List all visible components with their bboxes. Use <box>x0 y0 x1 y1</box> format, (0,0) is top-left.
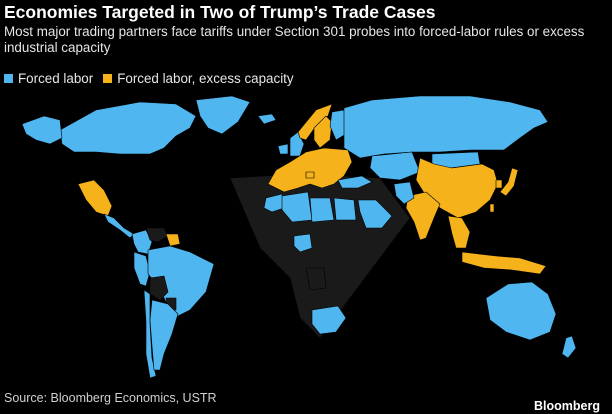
region-central-america: Central America <box>103 213 135 239</box>
region-libya: Libya <box>309 197 335 223</box>
region-guyana: Guyana <box>165 233 181 247</box>
world-map: CanadaAlaska Greenland MexicoCentral Ameri… <box>21 95 577 379</box>
region-russia: Russia <box>343 95 549 159</box>
legend-item-forced-labor: Forced labor <box>4 71 93 86</box>
region-nigeria: Nigeria <box>293 233 313 253</box>
bloomberg-logo: Bloomberg <box>534 399 600 413</box>
region-australia: Australia <box>485 281 557 341</box>
region-taiwan: Taiwan <box>489 203 495 213</box>
region-india: India <box>405 191 441 241</box>
chart-subtitle: Most major trading partners face tariffs… <box>4 24 585 55</box>
source-note: Source: Bloomberg Economics, USTR <box>4 391 217 405</box>
region-iceland: Iceland <box>257 113 277 125</box>
region-chile: Chile <box>143 289 157 379</box>
legend: Forced labor Forced labor, excess capaci… <box>4 70 304 86</box>
region-switzerland: Switzerland <box>305 171 315 179</box>
region-alaska: Alaska <box>21 115 63 145</box>
region-mexico: Mexico <box>77 179 113 217</box>
chart-title: Economies Targeted in Two of Trump’s Tra… <box>4 2 436 22</box>
region-venezuela: Venezuela <box>145 227 169 243</box>
region-new-zealand: New Zealand <box>561 335 577 359</box>
region-south-africa: South Africa <box>311 305 347 335</box>
legend-label-forced-labor-excess-capacity: Forced labor, excess capacity <box>117 70 294 86</box>
region-egypt: Egypt <box>333 197 357 221</box>
region-indonesia: Indonesia <box>461 251 547 275</box>
region-angola: Angola <box>305 267 327 291</box>
legend-swatch-forced-labor <box>4 73 13 83</box>
region-morocco: Morocco <box>263 193 285 213</box>
region-bolivia: Bolivia <box>149 275 169 301</box>
region-ireland: Ireland <box>277 143 289 155</box>
region-canada: Canada <box>59 101 197 155</box>
region-kazakhstan: Kazakhstan <box>369 151 421 181</box>
legend-label-forced-labor: Forced labor <box>18 70 94 86</box>
region-peru: Peru <box>133 251 151 287</box>
region-finland: Finland <box>329 109 347 141</box>
region-algeria: Algeria <box>281 191 313 223</box>
region-japan: Japan <box>499 167 519 197</box>
legend-item-forced-labor-excess-capacity: Forced labor, excess capacity <box>103 70 294 86</box>
region-argentina: Argentina <box>149 299 179 371</box>
region-pakistan: Pakistan <box>393 181 415 205</box>
legend-swatch-forced-labor-excess-capacity <box>103 73 113 83</box>
region-sweden: Sweden <box>313 115 333 149</box>
region-greenland: Greenland <box>195 95 251 135</box>
region-european-union: European Union <box>267 147 353 193</box>
region-south-korea: South Korea <box>495 179 503 189</box>
region-turkey: Turkey <box>337 175 373 189</box>
region-saudi-arabia: Saudi Arabia <box>357 199 393 229</box>
region-southeast-asia: Southeast Asia <box>447 215 471 249</box>
